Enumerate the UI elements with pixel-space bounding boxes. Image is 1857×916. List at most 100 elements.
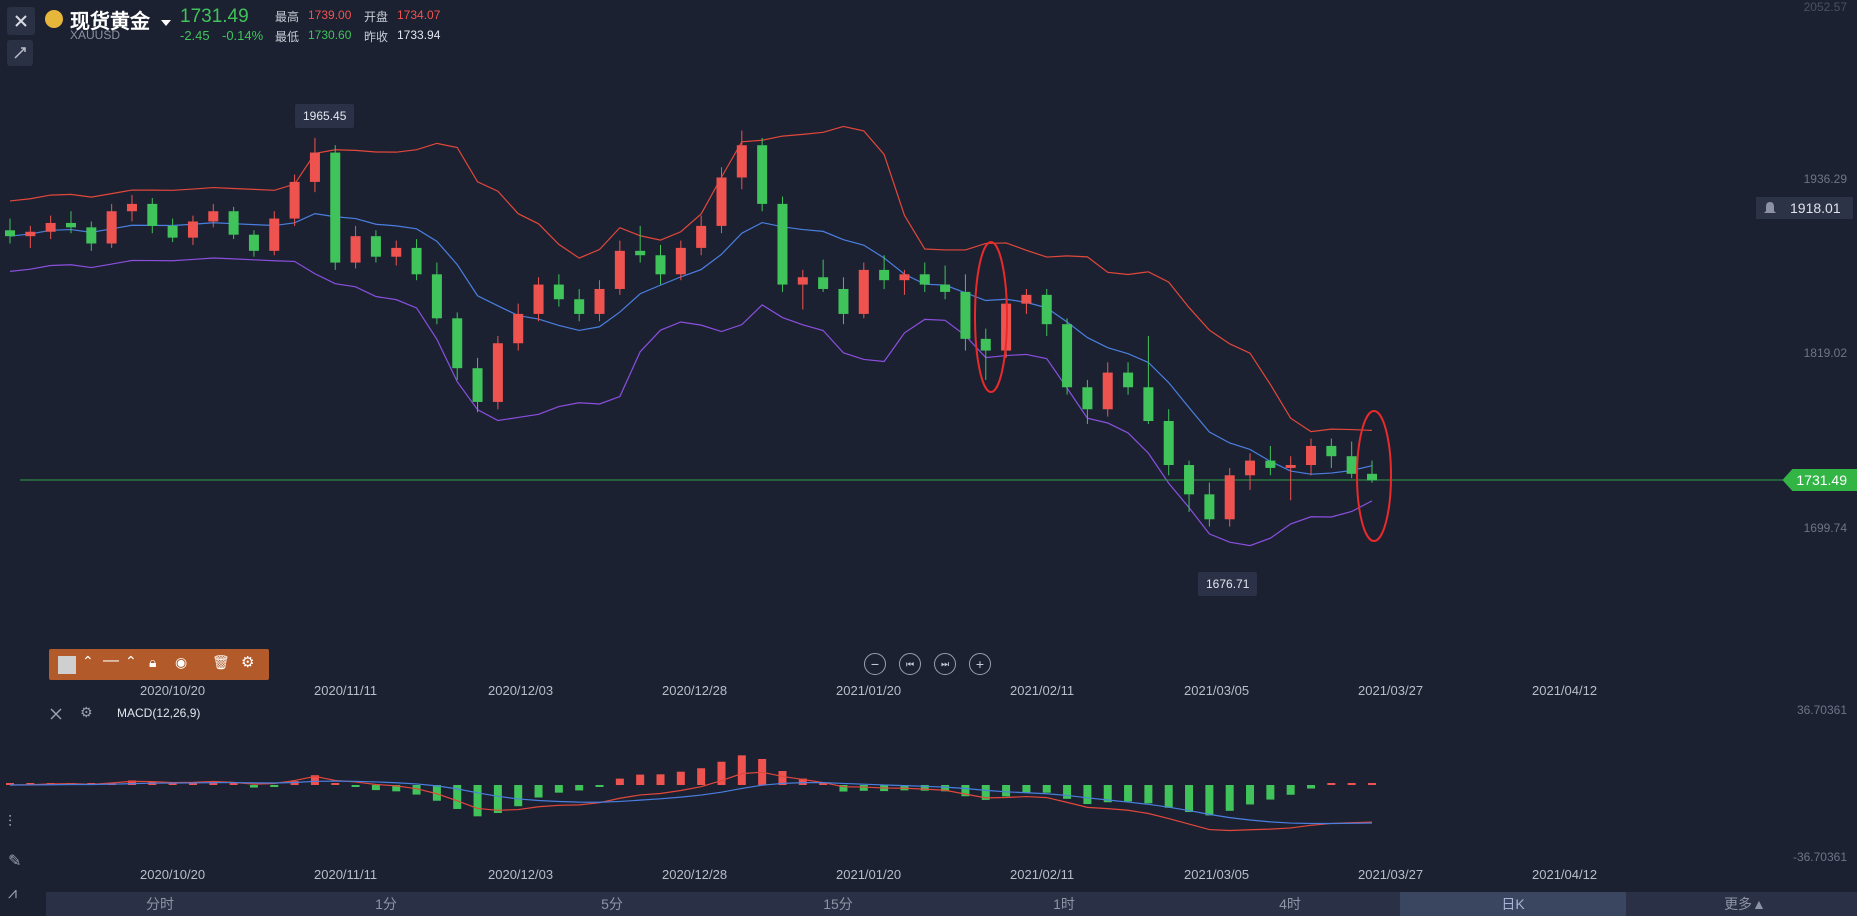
candle-body[interactable] — [309, 152, 320, 182]
candle-body[interactable] — [899, 274, 910, 281]
trash-icon[interactable]: 🗑︎ — [212, 654, 230, 670]
candle-body[interactable] — [248, 234, 259, 251]
high-label: 最高 — [275, 10, 300, 24]
timeframe-tab[interactable]: 分时 — [146, 896, 174, 912]
candle-body[interactable] — [818, 277, 829, 289]
candle-body[interactable] — [1123, 372, 1134, 388]
candle-body[interactable] — [1367, 473, 1377, 481]
candle-body[interactable] — [1041, 294, 1052, 325]
change-absolute: -2.45 — [180, 28, 210, 43]
timeframe-tab[interactable]: 更多▲ — [1724, 896, 1766, 912]
zoom-in-button[interactable]: + — [969, 653, 991, 675]
candle-body[interactable] — [1102, 372, 1113, 410]
skip-back-button[interactable]: ⏮ — [899, 653, 921, 675]
candle-body[interactable] — [1143, 387, 1154, 422]
timeframe-tab[interactable]: 5分 — [601, 896, 623, 912]
candle-body[interactable] — [838, 288, 849, 314]
timeframe-tab[interactable]: 日K — [1400, 892, 1626, 916]
macd-settings-button[interactable]: ⚙ — [80, 704, 93, 721]
candle-body[interactable] — [472, 368, 483, 402]
candle-body[interactable] — [513, 313, 524, 344]
price-alert-tag[interactable]: 1918.01 — [1756, 197, 1853, 219]
candle-body[interactable] — [736, 145, 747, 178]
candle-body[interactable] — [330, 152, 341, 263]
candle-body[interactable] — [655, 255, 666, 275]
candle-body[interactable] — [1346, 456, 1357, 474]
candle-body[interactable] — [167, 225, 178, 238]
candle-body[interactable] — [940, 284, 951, 292]
candle-body[interactable] — [1326, 445, 1337, 457]
timeframe-tab[interactable]: 1分 — [375, 896, 397, 912]
chevron-up-icon[interactable]: ⌃ — [82, 653, 94, 669]
candle-body[interactable] — [635, 250, 646, 256]
brush-button[interactable]: ✎ — [8, 851, 36, 879]
timeframe-tab[interactable]: 4时 — [1279, 896, 1301, 912]
candle-body[interactable] — [492, 343, 503, 402]
candle-body[interactable] — [106, 211, 117, 244]
candle-body[interactable] — [45, 222, 56, 232]
candle-body[interactable] — [25, 231, 36, 237]
candle-body[interactable] — [553, 284, 564, 300]
candle-body[interactable] — [126, 203, 137, 212]
candle-body[interactable] — [1306, 445, 1317, 466]
candle-body[interactable] — [65, 222, 76, 228]
lock-icon[interactable]: 🔒︎ — [149, 654, 157, 670]
candle-body[interactable] — [1285, 465, 1296, 468]
trend-button[interactable]: ⩘ — [8, 885, 36, 913]
line-style-icon[interactable]: — — [103, 652, 119, 669]
candle-body[interactable] — [147, 203, 158, 226]
timeframe-tab[interactable]: 1时 — [1053, 896, 1075, 912]
candle-body[interactable] — [208, 211, 219, 222]
candle-body[interactable] — [350, 236, 361, 263]
visibility-icon[interactable]: ◉ — [175, 654, 188, 670]
timeframe-tab[interactable]: 15分 — [823, 896, 853, 912]
candle-body[interactable] — [858, 269, 869, 314]
candle-body[interactable] — [980, 338, 991, 351]
candle-body[interactable] — [391, 247, 402, 257]
candle-body[interactable] — [86, 227, 97, 244]
candle-body[interactable] — [1062, 324, 1073, 388]
candle-body[interactable] — [614, 250, 625, 289]
candle-body[interactable] — [1021, 294, 1032, 304]
candle-body[interactable] — [919, 274, 930, 285]
candle-body[interactable] — [1224, 475, 1235, 520]
candle-body[interactable] — [879, 269, 890, 281]
candle-body[interactable] — [1184, 465, 1195, 495]
candle-body[interactable] — [370, 236, 381, 257]
candle-body[interactable] — [289, 181, 300, 219]
close-button[interactable] — [7, 7, 35, 35]
candle-body[interactable] — [533, 284, 544, 314]
candle-body[interactable] — [187, 221, 198, 238]
symbol-name[interactable]: 现货黄金 — [70, 5, 172, 34]
macd-histogram — [6, 755, 1376, 817]
candle-body[interactable] — [5, 230, 15, 237]
chevron-up-icon-2[interactable]: ⌃ — [125, 653, 137, 669]
candle-body[interactable] — [675, 247, 686, 275]
draw-line-button[interactable] — [7, 40, 33, 66]
candle-body[interactable] — [411, 247, 422, 275]
macd-close-button[interactable] — [49, 707, 63, 726]
candle-body[interactable] — [594, 288, 605, 314]
candle-body[interactable] — [777, 203, 788, 285]
indicator-button[interactable]: ⫶ — [8, 814, 36, 842]
candle-body[interactable] — [1082, 387, 1093, 410]
candle-body[interactable] — [757, 145, 768, 204]
candle-body[interactable] — [269, 218, 280, 251]
zoom-out-button[interactable]: − — [864, 653, 886, 675]
candle-body[interactable] — [960, 291, 971, 339]
candle-body[interactable] — [696, 225, 707, 248]
candle-body[interactable] — [797, 277, 808, 285]
candle-body[interactable] — [431, 274, 442, 319]
candle-body[interactable] — [1265, 460, 1276, 468]
color-swatch[interactable] — [58, 656, 76, 674]
candle-body[interactable] — [716, 177, 727, 226]
settings-icon[interactable]: ⚙ — [241, 654, 255, 671]
candle-body[interactable] — [1163, 421, 1174, 466]
candle-body[interactable] — [228, 211, 239, 235]
candlestick-chart[interactable] — [0, 0, 1857, 892]
candle-body[interactable] — [1245, 460, 1256, 476]
skip-forward-button[interactable]: ⏭ — [934, 653, 956, 675]
candle-body[interactable] — [574, 299, 585, 314]
candle-body[interactable] — [452, 318, 463, 369]
candle-body[interactable] — [1204, 494, 1215, 520]
